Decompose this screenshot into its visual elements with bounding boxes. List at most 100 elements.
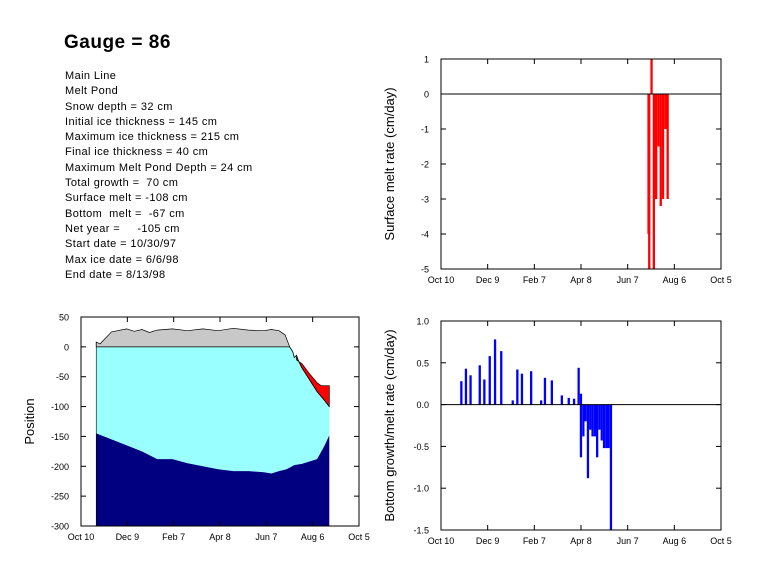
bar [469,375,472,405]
info-line: Snow depth = 32 cm [65,100,173,113]
gauge-title: Gauge = 86 [64,32,171,53]
bar [609,404,613,530]
y-tick-label: -4 [421,230,429,240]
bar [550,380,553,405]
bar [579,393,583,405]
info-line: Final ice thickness = 40 cm [65,146,209,159]
info-line: Net year = -105 cm [65,222,180,235]
bar [598,404,601,430]
bar [488,356,491,405]
bar [596,404,599,458]
bar [666,94,669,199]
bar [602,404,606,449]
info-line: Start date = 10/30/97 [65,238,177,251]
bar [605,404,608,449]
plot-frame [440,58,722,270]
x-tick-label: Aug 6 [301,532,325,542]
bar [540,400,543,405]
y-tick-label: 1.0 [416,317,429,327]
info-line: Melt Pond [65,85,119,98]
info-line: Main Line [65,70,117,82]
bar [567,397,570,405]
y-tick-label: -300 [51,522,69,532]
info-line: Bottom melt = -67 cm [65,207,185,220]
x-tick-label: Apr 8 [570,275,592,285]
bar [661,94,665,199]
bar [664,94,667,129]
bar [600,404,603,441]
bar [500,351,503,405]
ice-surface-line [96,346,330,407]
info-line: End date = 8/13/98 [65,268,166,281]
bar [647,94,649,234]
x-tick-label: Aug 6 [663,275,687,285]
y-axis-label: Surface melt rate (cm/day) [382,87,397,240]
x-tick-label: Feb 7 [162,532,185,542]
y-tick-label: 1 [424,55,429,65]
y-tick-label: 0 [424,90,429,100]
x-tick-label: Oct 10 [428,536,455,546]
bar [648,94,651,269]
y-tick-label: -3 [421,195,429,205]
bar [579,404,583,458]
y-tick-label: -1.5 [413,526,429,536]
below-ice-layer [96,433,330,526]
bar [607,404,610,449]
y-axis-label: Bottom growth/melt rate (cm/day) [382,329,397,521]
bar [577,367,580,405]
y-tick-label: -150 [51,432,69,442]
y-tick-label: 0.0 [416,400,429,410]
bar [591,404,594,437]
y-tick-label: -1 [421,125,429,135]
x-tick-label: Jun 7 [255,532,277,542]
x-tick-label: Jun 7 [617,536,639,546]
y-tick-label: 0 [64,342,69,352]
bar [572,398,576,405]
info-line: Total growth = 70 cm [65,177,179,190]
x-tick-label: Feb 7 [523,536,546,546]
x-tick-label: Aug 6 [663,536,687,546]
x-tick-label: Apr 8 [570,536,592,546]
bar [493,339,497,405]
info-line: Maximum Melt Pond Depth = 24 cm [65,161,253,174]
x-tick-label: Dec 9 [476,536,500,546]
bar [589,404,592,430]
x-tick-label: Oct 10 [428,275,455,285]
info-line: Maximum ice thickness = 215 cm [65,131,240,144]
y-tick-label: -200 [51,462,69,472]
y-tick-label: -250 [51,492,69,502]
y-axis-label: Position [22,398,37,444]
info-line: Max ice date = 6/6/98 [65,253,179,266]
bar [652,94,655,269]
bar [586,404,590,479]
y-tick-label: 0.5 [416,358,429,368]
bar [593,404,596,437]
info-panel: Main Line Melt Pond Snow depth = 32 cm I… [65,69,253,283]
x-tick-label: Oct 5 [710,536,732,546]
bar [582,404,585,437]
bar [516,369,519,405]
y-tick-label: 50 [59,313,69,323]
bar [460,381,463,405]
x-tick-label: Dec 9 [116,532,140,542]
ice-layer [96,346,330,474]
x-tick-label: Apr 8 [209,532,231,542]
x-tick-label: Jun 7 [617,275,639,285]
bar [584,404,587,422]
y-tick-label: -100 [51,402,69,412]
y-tick-label: -50 [56,372,69,382]
info-line: Initial ice thickness = 145 cm [65,115,218,128]
x-tick-label: Feb 7 [523,275,546,285]
bar [520,373,524,405]
bar [543,377,547,405]
y-tick-label: -5 [421,265,429,275]
bar [560,395,563,405]
y-tick-label: -1.0 [413,484,429,494]
bar [530,371,533,405]
snow-layer [95,327,291,348]
x-tick-label: Oct 5 [710,275,732,285]
